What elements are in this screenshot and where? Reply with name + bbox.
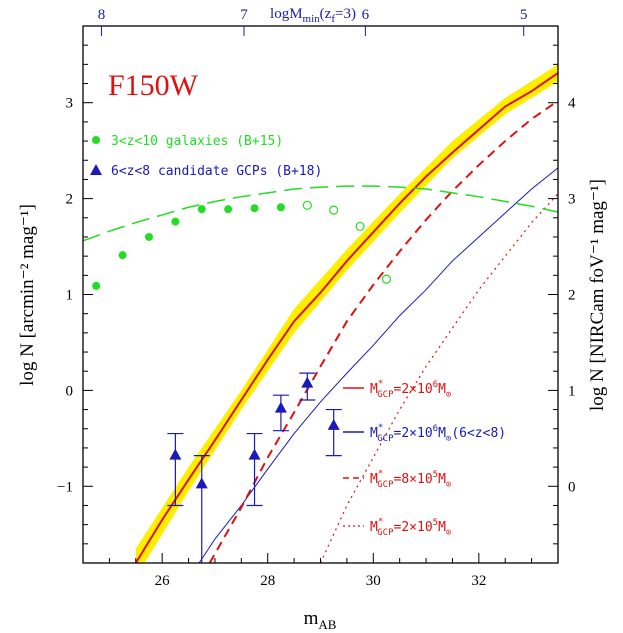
y-tick-label-right-4: 4 — [568, 96, 576, 112]
legend-label-1: M* GCP=2×106M⊙(6<z<8) — [370, 423, 506, 444]
top-tick-label-3: 5 — [520, 7, 528, 23]
legend-label-3: M* GCP=2×105M⊙ — [370, 517, 451, 538]
y-tick-label-left-3: 2 — [66, 192, 74, 208]
galaxy-point-open-1 — [329, 205, 339, 215]
x-tick-label-2: 30 — [366, 573, 381, 589]
y-tick-label-right-1: 1 — [568, 383, 576, 399]
gcp-point-4 — [301, 376, 314, 388]
galaxy-point-open-3 — [381, 274, 392, 284]
legend-bottom: M* GCP=2×106M⊙ M* GCP=2×106M⊙(6<z<8) M* GCP=8… — [343, 379, 506, 538]
top-tick-label-0: 8 — [98, 7, 106, 23]
galaxy-point-open-2 — [355, 221, 365, 232]
y-tick-label-left-1: 0 — [66, 383, 74, 399]
legend-label-2: M* GCP=8×105M⊙ — [370, 469, 451, 490]
galaxy-point-filled-1 — [118, 251, 127, 260]
legend-galaxies-label: 3<z<10 galaxies (B+15) — [111, 134, 283, 149]
galaxy-point-filled-7 — [276, 203, 285, 212]
y-tick-label-left-2: 1 — [66, 288, 74, 304]
top-axis-title: logMmin(zf=3) — [270, 6, 356, 25]
legend-gcps-label: 6<z<8 candidate GCPs (B+18) — [111, 164, 322, 179]
legend-gcp-marker — [90, 164, 102, 175]
gcp-point-1 — [195, 477, 208, 489]
panel-label: F150W — [108, 69, 199, 102]
galaxy-point-filled-6 — [250, 204, 259, 213]
galaxy-point-open-0 — [302, 200, 312, 210]
series-layer — [83, 72, 558, 563]
y-axis-right-title: log N [NIRCam foV⁻¹ mag⁻¹] — [587, 179, 608, 411]
gcp-point-3 — [274, 401, 287, 413]
galaxy-point-filled-2 — [144, 232, 153, 241]
top-tick-label-2: 6 — [362, 7, 370, 23]
y-tick-label-right-3: 3 — [568, 192, 576, 208]
galaxy-point-filled-5 — [224, 205, 233, 214]
y-axis-left-title: log N [arcmin⁻² mag⁻¹] — [17, 204, 38, 386]
galaxy-point-filled-3 — [171, 217, 180, 226]
gcp-point-2 — [248, 448, 261, 460]
series-line-2 — [208, 99, 558, 563]
series-line-3 — [319, 193, 558, 563]
legend-label-0: M* GCP=2×106M⊙ — [370, 379, 451, 400]
gcp-point-0 — [169, 448, 182, 460]
top-tick-label-1: 7 — [240, 7, 248, 23]
x-tick-label-1: 28 — [260, 573, 275, 589]
y-tick-label-right-0: 0 — [568, 479, 576, 495]
galaxy-point-filled-0 — [92, 281, 101, 290]
series-line-0 — [134, 72, 558, 563]
galaxy-point-filled-4 — [197, 205, 206, 214]
gcp-point-5 — [327, 418, 340, 430]
series-line-1 — [198, 167, 558, 563]
y-tick-label-left-0: −1 — [57, 479, 73, 495]
y-tick-label-right-2: 2 — [568, 288, 576, 304]
series-line-4 — [83, 185, 558, 242]
legend-top: 3<z<10 galaxies (B+15) 6<z<8 candidate G… — [90, 134, 322, 179]
y-tick-label-left-4: 3 — [66, 96, 74, 112]
x-axis-title: mAB — [304, 608, 337, 632]
points-layer — [92, 200, 392, 563]
legend-galaxy-marker — [92, 136, 100, 144]
x-tick-label-3: 32 — [471, 573, 486, 589]
x-tick-label-0: 26 — [155, 573, 171, 589]
